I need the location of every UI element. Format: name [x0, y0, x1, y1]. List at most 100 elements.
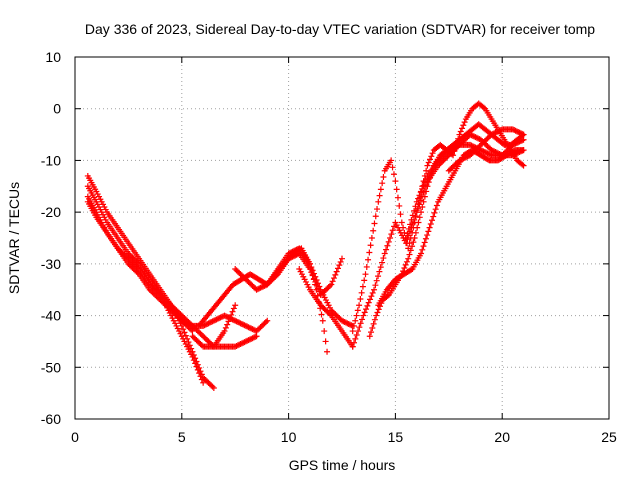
data-point: [236, 341, 243, 348]
data-point: [425, 159, 432, 166]
data-point: [390, 171, 397, 178]
data-point: [288, 249, 295, 256]
data-point: [483, 149, 490, 156]
data-point: [194, 366, 201, 373]
data-point: [236, 319, 243, 326]
data-point: [448, 145, 455, 152]
series-15: [403, 141, 527, 241]
data-point: [411, 207, 418, 214]
data-point: [420, 198, 427, 205]
data-point: [214, 315, 221, 322]
data-point: [206, 319, 213, 326]
data-point: [253, 286, 260, 293]
data-point: [380, 255, 387, 262]
data-point: [242, 338, 249, 345]
x-tick-label: 0: [71, 429, 79, 445]
data-point: [403, 235, 410, 241]
data-point: [252, 333, 259, 340]
data-point: [408, 216, 415, 223]
data-point: [422, 235, 429, 242]
data-point: [200, 379, 207, 386]
data-point: [229, 316, 236, 323]
data-point: [352, 317, 359, 324]
data-point: [368, 293, 375, 300]
series-5: [168, 302, 271, 335]
data-point: [186, 321, 193, 328]
data-point: [419, 185, 426, 192]
data-point: [290, 253, 297, 260]
data-point: [409, 243, 416, 250]
data-point: [245, 324, 252, 331]
data-point: [408, 224, 415, 231]
data-points: [84, 100, 527, 391]
data-point: [289, 248, 296, 255]
data-point: [357, 296, 364, 303]
data-point: [445, 147, 452, 154]
data-point: [230, 317, 237, 324]
data-point: [398, 219, 405, 226]
data-point: [461, 154, 468, 161]
data-point: [420, 189, 427, 196]
data-point: [373, 312, 380, 319]
data-point: [329, 278, 336, 285]
data-point: [241, 322, 248, 329]
data-point: [384, 242, 391, 249]
data-point: [517, 148, 524, 155]
data-point: [193, 363, 200, 370]
data-point: [379, 259, 386, 266]
data-point: [189, 328, 196, 335]
data-point: [420, 243, 427, 250]
data-point: [340, 318, 347, 325]
data-point: [496, 127, 503, 134]
data-point: [423, 188, 430, 195]
data-point: [367, 296, 374, 303]
data-point: [363, 263, 370, 270]
data-point: [391, 223, 398, 230]
data-point: [457, 156, 464, 163]
data-point: [309, 272, 316, 279]
data-point: [381, 250, 388, 257]
data-point: [479, 147, 486, 154]
data-point: [469, 143, 476, 150]
data-point: [468, 142, 475, 149]
data-point: [180, 318, 187, 325]
data-point: [452, 143, 459, 150]
data-point: [371, 286, 378, 293]
data-point: [417, 189, 424, 196]
data-point: [373, 277, 380, 284]
data-point: [388, 157, 395, 164]
data-point: [359, 316, 366, 323]
data-point: [369, 289, 376, 296]
data-point: [407, 221, 414, 228]
data-point: [372, 282, 379, 289]
data-point: [388, 231, 395, 238]
data-point: [244, 323, 251, 330]
data-point: [366, 249, 373, 256]
data-point: [201, 322, 208, 329]
data-point: [415, 219, 422, 226]
data-point: [513, 150, 520, 157]
data-point: [489, 130, 496, 137]
data-point: [449, 145, 456, 152]
data-point: [372, 213, 379, 220]
data-point: [404, 236, 411, 243]
data-point: [467, 141, 474, 148]
data-point: [249, 326, 256, 333]
data-point: [334, 265, 341, 272]
data-point: [400, 224, 407, 231]
data-point: [409, 212, 416, 219]
data-point: [412, 213, 419, 220]
data-point: [377, 186, 384, 193]
data-point: [396, 202, 403, 209]
x-tick-label: 20: [494, 429, 510, 445]
data-point: [432, 206, 439, 213]
data-point: [202, 321, 209, 328]
data-point: [491, 130, 498, 137]
data-point: [416, 192, 423, 199]
data-point: [469, 132, 476, 139]
data-point: [326, 311, 333, 318]
data-point: [182, 319, 189, 326]
data-point: [420, 182, 427, 189]
data-point: [509, 152, 516, 159]
data-point: [515, 149, 522, 156]
